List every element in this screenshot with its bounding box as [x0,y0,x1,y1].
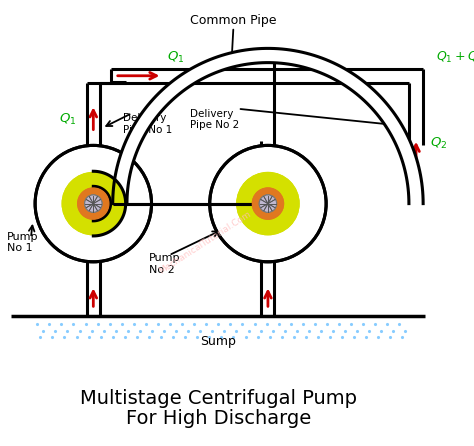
Circle shape [237,173,299,235]
Text: $Q_2$: $Q_2$ [429,136,447,151]
Circle shape [259,195,277,212]
Circle shape [78,188,109,219]
Circle shape [62,173,124,235]
Circle shape [62,173,124,235]
Circle shape [35,145,152,262]
Text: Sump: Sump [201,335,236,348]
Circle shape [85,195,102,212]
Text: $Q_1$: $Q_1$ [59,112,76,127]
Polygon shape [93,171,126,236]
Text: Delivery
Pipe No 2: Delivery Pipe No 2 [191,109,239,130]
Circle shape [35,145,152,262]
Text: MechanicalTutorial.Com: MechanicalTutorial.Com [158,209,253,276]
Text: Delivery
Pipe No 1: Delivery Pipe No 1 [124,113,173,135]
Circle shape [85,195,102,212]
Text: Pump
No 2: Pump No 2 [149,253,181,275]
Circle shape [259,195,277,212]
Circle shape [253,188,283,219]
Circle shape [210,145,326,262]
Text: $Q_1+Q_2$: $Q_1+Q_2$ [436,50,474,65]
Text: Common Pipe: Common Pipe [190,14,277,27]
Text: Pump
No 1: Pump No 1 [7,231,38,253]
Polygon shape [113,49,423,203]
Circle shape [253,188,283,219]
Circle shape [210,145,326,262]
Text: Multistage Centrifugal Pump: Multistage Centrifugal Pump [80,389,357,408]
Circle shape [78,188,109,219]
Circle shape [237,173,299,235]
Text: $Q_1$: $Q_1$ [167,50,184,65]
Text: For High Discharge: For High Discharge [126,409,311,428]
